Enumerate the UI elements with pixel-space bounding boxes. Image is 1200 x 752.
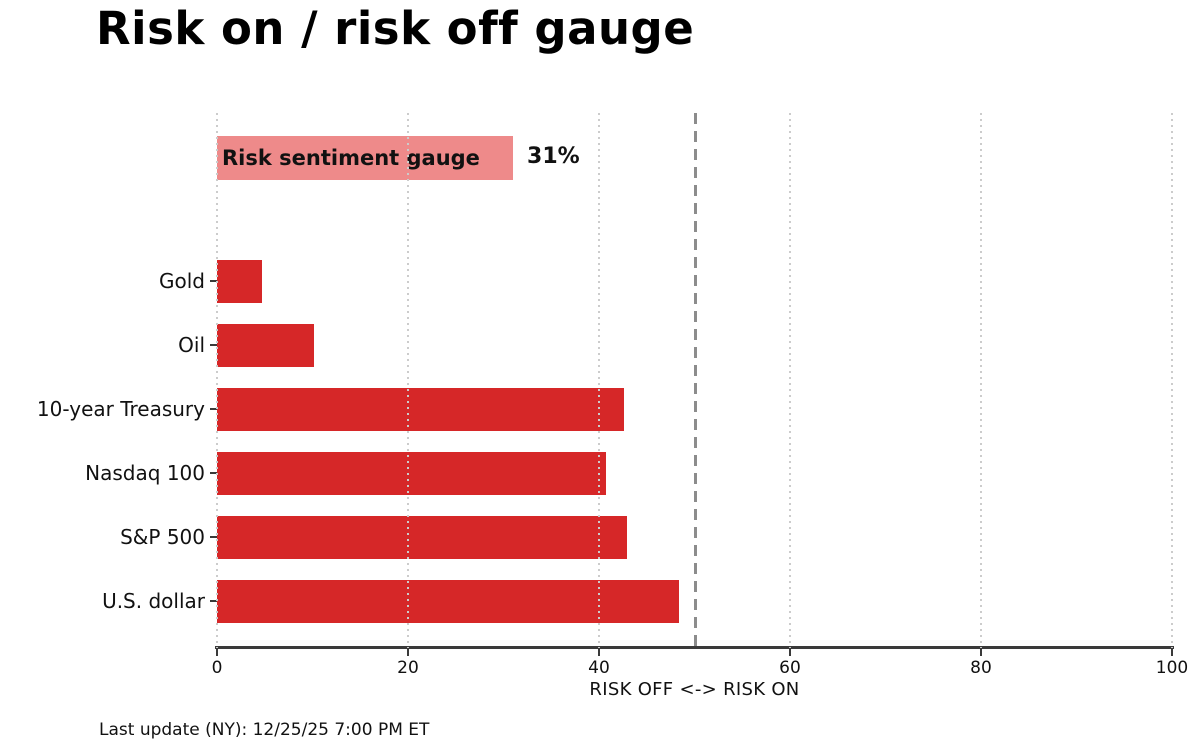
category-label: S&P 500 — [120, 525, 205, 549]
x-axis-title: RISK OFF <-> RISK ON — [589, 679, 800, 700]
x-tick — [1171, 649, 1173, 656]
grid-line — [1171, 113, 1173, 648]
gauge-bar-label: Risk sentiment gauge — [222, 146, 480, 170]
y-tick — [210, 472, 217, 474]
x-tick-label: 40 — [588, 658, 610, 678]
x-tick — [980, 649, 982, 656]
x-tick — [407, 649, 409, 656]
category-label: Gold — [159, 269, 205, 293]
x-tick — [598, 649, 600, 656]
x-tick-label: 80 — [970, 658, 992, 678]
y-tick — [210, 600, 217, 602]
last-update-note: Last update (NY): 12/25/25 7:00 PM ET — [99, 720, 430, 740]
y-tick — [210, 344, 217, 346]
grid-line — [407, 113, 409, 648]
x-tick — [216, 649, 218, 656]
x-tick-label: 100 — [1155, 658, 1189, 678]
y-tick — [210, 536, 217, 538]
bar-oil — [217, 323, 315, 367]
plot-area: Risk sentiment gauge 31% — [216, 113, 1173, 648]
category-label: U.S. dollar — [102, 589, 205, 613]
grid-line — [789, 113, 791, 648]
grid-line — [598, 113, 600, 648]
category-label: 10-year Treasury — [36, 397, 205, 421]
bar-10-year-treasury — [217, 387, 624, 431]
gauge-value-label: 31% — [527, 144, 580, 169]
x-tick — [789, 649, 791, 656]
chart-title: Risk on / risk off gauge — [96, 2, 695, 55]
grid-line — [980, 113, 982, 648]
category-label: Oil — [178, 333, 205, 357]
y-tick — [210, 280, 217, 282]
bar-s-p-500 — [217, 515, 627, 559]
grid-line — [216, 113, 218, 648]
x-tick-label: 60 — [779, 658, 801, 678]
y-tick — [210, 408, 217, 410]
risk-sentiment-gauge-bar: Risk sentiment gauge — [217, 136, 514, 180]
bar-nasdaq-100 — [217, 451, 606, 495]
x-tick-label: 20 — [397, 658, 419, 678]
category-label: Nasdaq 100 — [85, 461, 205, 485]
bar-u-s-dollar — [217, 579, 680, 623]
bar-gold — [217, 259, 262, 303]
x-tick-label: 0 — [211, 658, 223, 678]
risk-neutral-reference-line — [693, 113, 697, 648]
